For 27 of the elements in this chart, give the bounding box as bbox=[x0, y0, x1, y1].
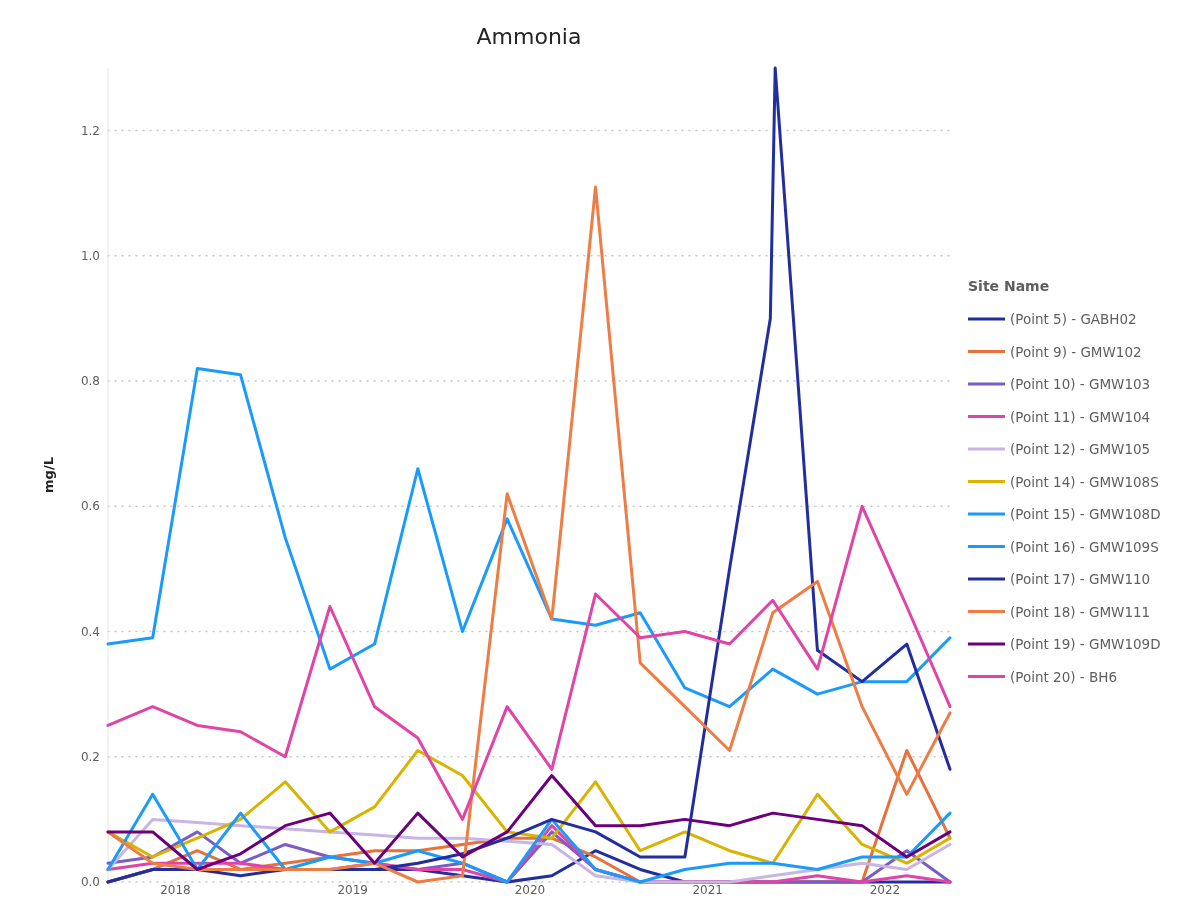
legend-label: (Point 9) - GMW102 bbox=[1010, 343, 1142, 360]
legend-label: (Point 11) - GMW104 bbox=[1010, 408, 1151, 425]
y-tick-label: 0.0 bbox=[80, 875, 100, 889]
y-tick-label: 1.0 bbox=[80, 248, 100, 263]
legend-title: Site Name bbox=[968, 278, 1050, 294]
x-tick-label: 2021 bbox=[692, 883, 723, 897]
legend-label: (Point 5) - GABH02 bbox=[1010, 311, 1137, 327]
chart-title: Ammonia bbox=[476, 24, 582, 49]
y-tick-label: 0.8 bbox=[80, 374, 100, 389]
y-tick-label: 0.6 bbox=[80, 499, 100, 514]
legend-label: (Point 14) - GMW108S bbox=[1010, 473, 1159, 490]
x-tick-label: 2019 bbox=[337, 883, 369, 897]
y-tick-label: 0.2 bbox=[80, 749, 100, 764]
legend-label: (Point 19) - GMW109D bbox=[1010, 636, 1161, 652]
legend-label: (Point 16) - GMW109S bbox=[1010, 538, 1159, 555]
x-tick-label: 2020 bbox=[514, 883, 546, 897]
legend-label: (Point 18) - GMW111 bbox=[1010, 603, 1151, 620]
y-tick-label: 1.2 bbox=[80, 123, 100, 138]
y-axis-title: mg/L bbox=[41, 457, 56, 493]
legend-label: (Point 12) - GMW105 bbox=[1010, 441, 1151, 457]
legend-label: (Point 17) - GMW110 bbox=[1010, 571, 1151, 587]
legend-label: (Point 20) - BH6 bbox=[1010, 668, 1117, 685]
x-tick-label: 2022 bbox=[869, 883, 901, 897]
y-tick-label: 0.4 bbox=[80, 624, 100, 639]
x-tick-label: 2018 bbox=[160, 883, 191, 897]
legend-label: (Point 15) - GMW108D bbox=[1010, 506, 1161, 522]
legend-label: (Point 10) - GMW103 bbox=[1010, 376, 1151, 392]
